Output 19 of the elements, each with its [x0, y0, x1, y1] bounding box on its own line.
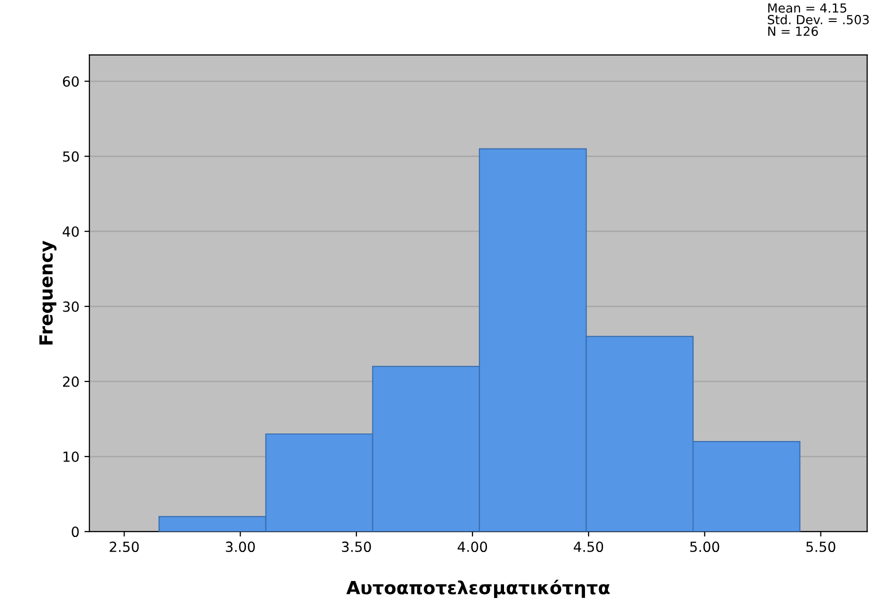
y-tick-label: 60 [62, 76, 79, 87]
y-tick-label: 50 [63, 151, 79, 162]
y-tick-label: 20 [63, 376, 79, 387]
y-tick-label: 30 [63, 301, 79, 312]
x-tick-label: 3.50 [342, 542, 371, 552]
x-tick-label: 3.00 [226, 542, 255, 552]
x-tick-label: 5.00 [690, 542, 720, 552]
y-tick-label: 40 [62, 226, 79, 237]
y-tick-label: 0 [72, 526, 79, 538]
x-tick-label: 2.50 [110, 542, 139, 552]
text: N = 126 [768, 26, 818, 36]
y-tick-label: 10 [64, 451, 79, 462]
x-axis-title: Αυτοαποτελεσματικότητα [346, 580, 610, 598]
x-tick-label: 5.50 [806, 542, 836, 552]
text: Mean = 4.15 [768, 3, 846, 13]
x-tick-label: 4.50 [574, 542, 604, 552]
y-axis-title: Frequency [39, 240, 56, 344]
x-tick-label: 4.00 [458, 542, 488, 552]
text: Std. Dev. = .503 [768, 14, 869, 24]
